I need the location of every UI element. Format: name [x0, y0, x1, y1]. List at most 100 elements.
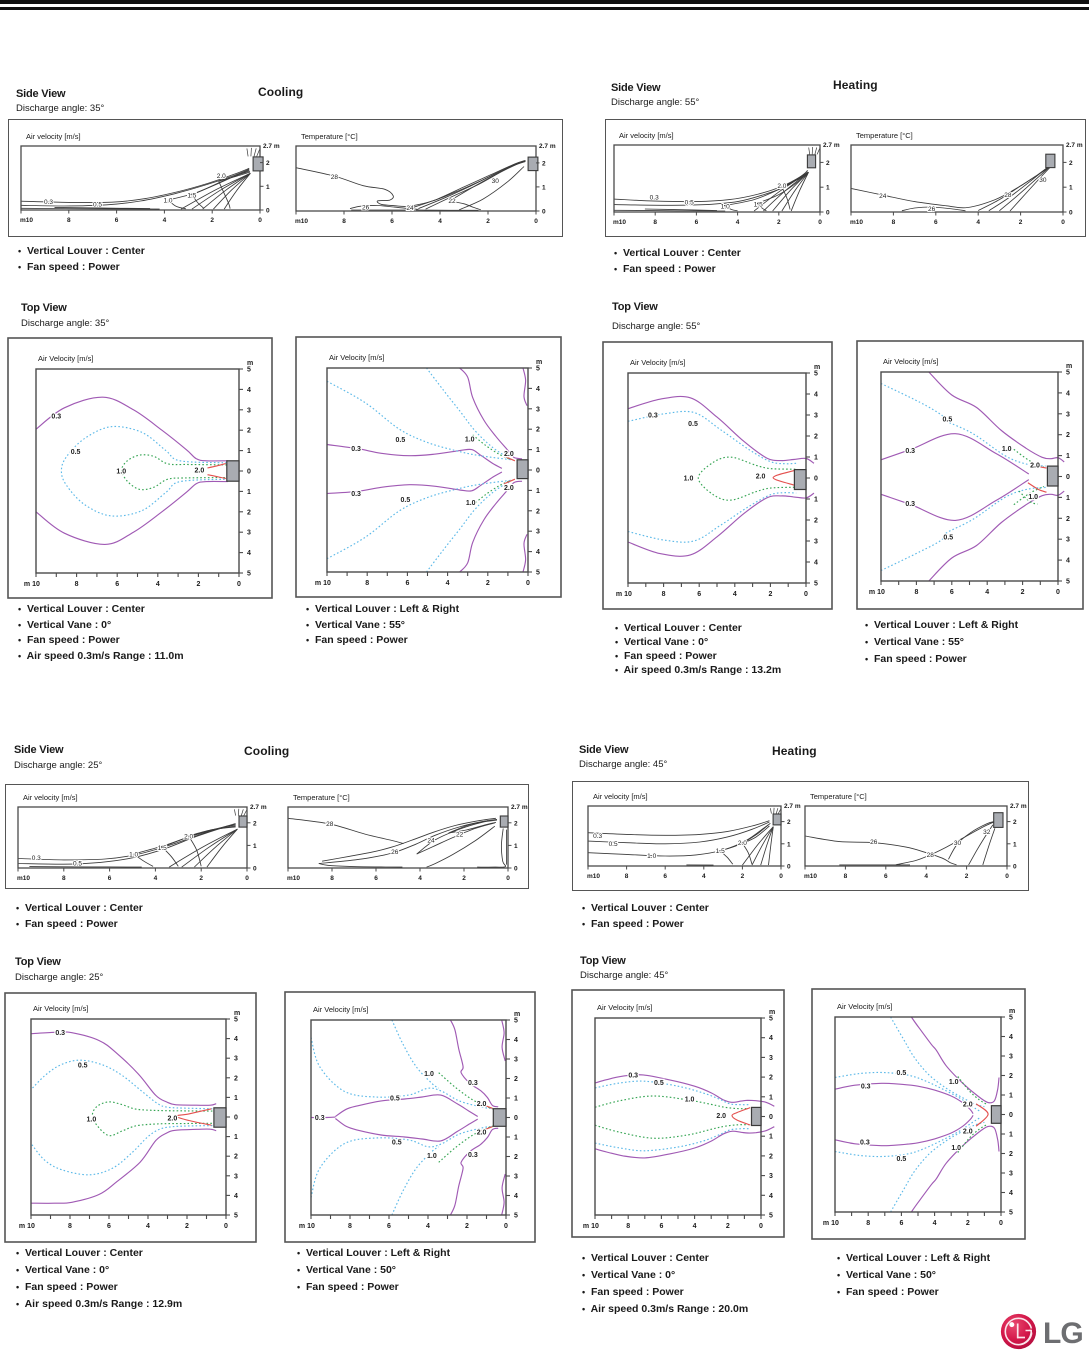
svg-text:3: 3: [814, 539, 818, 546]
svg-text:2.0: 2.0: [217, 173, 226, 180]
svg-text:Air Velocity [m/s]: Air Velocity [m/s]: [837, 1002, 892, 1011]
svg-text:0: 0: [247, 469, 251, 476]
svg-text:0: 0: [999, 1220, 1003, 1227]
svg-text:3: 3: [1066, 411, 1070, 418]
svg-text:0: 0: [826, 210, 830, 217]
svg-text:2: 2: [814, 434, 818, 441]
svg-text:5: 5: [1066, 370, 1070, 377]
svg-text:5: 5: [814, 581, 818, 588]
svg-text:2: 2: [966, 1220, 970, 1227]
svg-text:4: 4: [514, 1193, 518, 1200]
svg-text:28: 28: [326, 821, 334, 828]
svg-text:2.0: 2.0: [195, 468, 205, 475]
svg-text:8: 8: [653, 219, 657, 226]
svg-text:1: 1: [1009, 1132, 1013, 1139]
svg-text:4: 4: [438, 218, 442, 225]
svg-text:3: 3: [769, 1055, 773, 1062]
svg-text:2.7 m: 2.7 m: [539, 143, 556, 150]
svg-text:8: 8: [67, 217, 71, 224]
svg-text:6: 6: [405, 580, 409, 587]
svg-text:0.5: 0.5: [688, 421, 698, 428]
svg-text:2: 2: [465, 1223, 469, 1230]
svg-text:3: 3: [1009, 1054, 1013, 1061]
svg-text:0.5: 0.5: [401, 497, 411, 504]
svg-text:4: 4: [693, 1223, 697, 1230]
svg-text:m: m: [19, 1223, 25, 1230]
svg-text:2.0: 2.0: [963, 1101, 973, 1108]
svg-text:10: 10: [877, 589, 885, 596]
svg-text:30: 30: [954, 840, 962, 847]
svg-text:1: 1: [1009, 1093, 1013, 1100]
svg-text:Temperature [°C]: Temperature [°C]: [301, 132, 358, 141]
svg-text:10: 10: [624, 591, 632, 598]
svg-text:m: m: [247, 360, 253, 367]
svg-text:1: 1: [536, 447, 540, 454]
svg-text:1.0: 1.0: [129, 852, 138, 859]
svg-text:4: 4: [985, 589, 989, 596]
svg-text:5: 5: [769, 1016, 773, 1023]
svg-text:1.0: 1.0: [949, 1079, 959, 1086]
svg-text:2.0: 2.0: [1030, 463, 1040, 470]
svg-text:2: 2: [514, 1076, 518, 1083]
svg-text:0.3: 0.3: [905, 448, 915, 455]
svg-text:2: 2: [536, 427, 540, 434]
svg-text:1: 1: [1013, 841, 1017, 848]
svg-text:8: 8: [866, 1220, 870, 1227]
svg-text:1.0: 1.0: [427, 1153, 437, 1160]
svg-text:6: 6: [387, 1223, 391, 1230]
svg-text:8: 8: [348, 1223, 352, 1230]
svg-text:m10: m10: [804, 873, 817, 880]
svg-text:2: 2: [814, 518, 818, 525]
svg-text:2: 2: [486, 218, 490, 225]
svg-text:m: m: [299, 1223, 305, 1230]
svg-text:2: 2: [1066, 432, 1070, 439]
svg-text:1.0: 1.0: [465, 437, 475, 444]
svg-text:5: 5: [814, 371, 818, 378]
svg-text:1: 1: [234, 1095, 238, 1102]
svg-text:2: 2: [486, 580, 490, 587]
svg-text:0.3: 0.3: [650, 194, 659, 201]
svg-text:1.5: 1.5: [187, 193, 196, 200]
svg-text:m: m: [769, 1009, 775, 1016]
svg-text:6: 6: [115, 581, 119, 588]
svg-text:2: 2: [1013, 819, 1017, 826]
svg-text:0.5: 0.5: [71, 449, 81, 456]
svg-text:4: 4: [247, 387, 251, 394]
svg-text:m: m: [823, 1220, 829, 1227]
svg-text:0: 0: [1013, 864, 1017, 871]
svg-text:0: 0: [245, 875, 249, 882]
svg-text:1: 1: [514, 843, 518, 850]
svg-text:0.5: 0.5: [396, 437, 406, 444]
svg-text:0: 0: [787, 864, 791, 871]
svg-text:0.5: 0.5: [943, 535, 953, 542]
svg-text:2.7 m: 2.7 m: [823, 142, 840, 149]
svg-text:4: 4: [154, 875, 158, 882]
svg-text:3: 3: [247, 407, 251, 414]
svg-text:LG: LG: [1043, 1317, 1083, 1350]
svg-text:22: 22: [456, 831, 464, 838]
svg-text:3: 3: [234, 1056, 238, 1063]
svg-text:1: 1: [247, 489, 251, 496]
svg-text:m10: m10: [20, 217, 33, 224]
svg-text:10: 10: [831, 1220, 839, 1227]
svg-text:1: 1: [514, 1135, 518, 1142]
svg-text:10: 10: [27, 1223, 35, 1230]
svg-text:4: 4: [146, 1223, 150, 1230]
svg-text:2: 2: [826, 160, 830, 167]
svg-text:2.7 m: 2.7 m: [250, 804, 267, 811]
svg-text:0.3: 0.3: [593, 833, 602, 840]
svg-text:2.0: 2.0: [477, 1130, 487, 1137]
svg-text:1.0: 1.0: [1028, 494, 1038, 501]
svg-text:4: 4: [1009, 1034, 1013, 1041]
svg-text:m: m: [583, 1223, 589, 1230]
svg-text:3: 3: [247, 530, 251, 537]
svg-text:4: 4: [418, 875, 422, 882]
svg-text:Air Velocity [m/s]: Air Velocity [m/s]: [329, 353, 384, 362]
svg-text:2: 2: [514, 1154, 518, 1161]
svg-text:5: 5: [1009, 1210, 1013, 1217]
svg-text:0: 0: [514, 1115, 518, 1122]
svg-text:8: 8: [330, 875, 334, 882]
svg-text:5: 5: [234, 1017, 238, 1024]
svg-text:m10: m10: [17, 875, 30, 882]
svg-text:2: 2: [965, 873, 969, 880]
